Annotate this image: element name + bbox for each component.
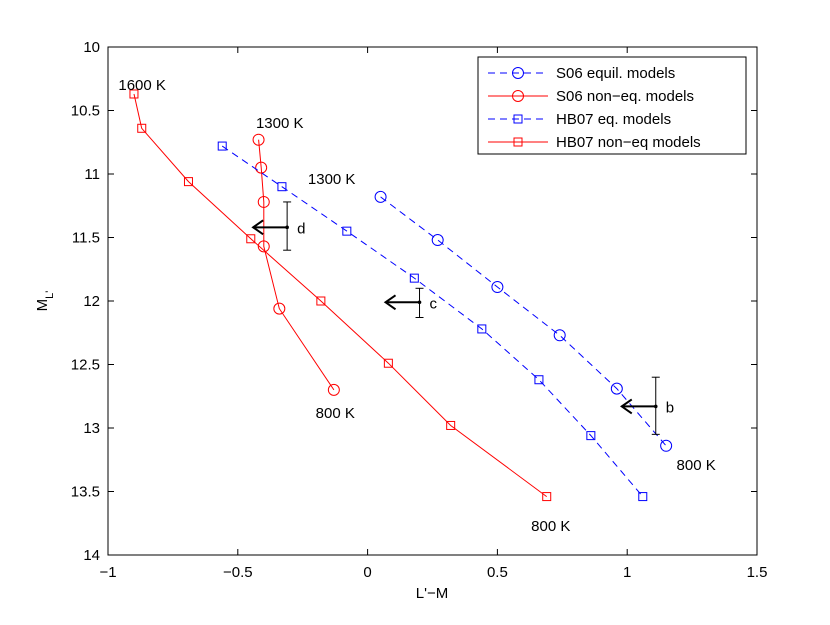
series-point — [431, 234, 444, 247]
x-tick-label: 1 — [623, 564, 631, 581]
series-point — [534, 375, 544, 385]
legend: S06 equil. models S06 non−eq. models HB07 … — [477, 56, 747, 155]
series-layer — [129, 89, 673, 502]
upper-limit-arrow-head — [251, 219, 264, 236]
y-axis-title-main: M — [34, 299, 51, 312]
data-point-b: b — [620, 376, 674, 435]
y-axis: 10 10.5 11 11.5 12 12.5 13 13.5 14 — [71, 39, 757, 564]
series-point — [137, 123, 147, 133]
y-tick-label: 10 — [83, 39, 100, 56]
y-tick-label: 13 — [83, 420, 100, 437]
series-4 — [129, 89, 552, 502]
series-line — [221, 145, 644, 497]
data-point-label: b — [666, 399, 674, 416]
series-point — [542, 492, 552, 502]
annotations-layer: 1600 K 1300 K 1300 K 800 K 800 K 800 K — [118, 77, 715, 535]
series-point — [586, 431, 596, 441]
legend-marker — [513, 137, 523, 147]
series-point — [374, 190, 387, 203]
legend-label: S06 non−eq. models — [556, 88, 694, 105]
series-point — [409, 273, 419, 283]
upper-limit-arrow-head — [620, 398, 633, 415]
x-axis-title: L'−M — [416, 585, 448, 602]
svg-text:ML': ML' — [34, 291, 56, 312]
y-axis-title-sub: L' — [44, 291, 56, 299]
temperature-annotation: 800 K — [531, 518, 570, 535]
series-point — [257, 240, 270, 253]
series-point — [660, 439, 673, 452]
series-point — [273, 302, 286, 315]
temperature-annotation: 800 K — [677, 457, 716, 474]
y-tick-label: 11.5 — [72, 230, 100, 247]
y-tick-label: 12 — [83, 293, 100, 310]
y-tick-label: 10.5 — [71, 103, 100, 120]
series-point — [255, 161, 268, 174]
series-line — [133, 93, 547, 498]
x-tick-label: 1.5 — [747, 564, 768, 581]
legend-label: S06 equil. models — [556, 65, 675, 82]
data-point-c: c — [383, 287, 438, 319]
upper-limit-arrow-head — [383, 294, 397, 311]
legend-marker — [512, 67, 524, 79]
series-point — [477, 324, 487, 334]
legend-marker — [513, 114, 523, 124]
y-tick-label: 14 — [83, 547, 100, 564]
legend-label: HB07 eq. models — [556, 111, 671, 128]
legend-entry-4: HB07 non−eq models — [488, 134, 701, 151]
series-point — [383, 358, 393, 368]
legend-entry-3: HB07 eq. models — [488, 111, 671, 128]
series-point — [257, 195, 270, 208]
data-points-layer: d c b — [251, 201, 674, 435]
series-point — [342, 226, 352, 236]
series-point — [327, 383, 340, 396]
x-tick-label: −1 — [99, 564, 116, 581]
series-point — [446, 420, 456, 430]
series-1 — [374, 190, 673, 452]
series-point — [246, 234, 256, 244]
x-tick-label: 0.5 — [487, 564, 508, 581]
data-point-label: c — [430, 295, 438, 312]
series-point — [553, 329, 566, 342]
y-axis-title: ML' — [34, 291, 56, 312]
data-point-marker — [285, 225, 289, 230]
series-point — [183, 177, 193, 187]
x-tick-label: −0.5 — [223, 564, 253, 581]
series-point — [610, 382, 623, 395]
series-point — [252, 133, 265, 146]
series-point — [129, 89, 139, 99]
legend-marker — [512, 90, 524, 102]
x-axis: −1 −0.5 0 0.5 1 1.5 — [99, 47, 767, 581]
legend-label: HB07 non−eq models — [556, 134, 701, 151]
series-point — [217, 141, 227, 151]
y-tick-label: 12.5 — [71, 357, 100, 374]
series-point — [491, 281, 504, 294]
y-tick-label: 11 — [84, 166, 100, 183]
data-point-d: d — [251, 201, 305, 251]
x-tick-label: 0 — [363, 564, 371, 581]
data-point-label: d — [297, 220, 305, 237]
series-line — [258, 139, 335, 391]
series-2 — [252, 133, 340, 396]
temperature-annotation: 1600 K — [118, 77, 166, 94]
temperature-annotation: 800 K — [316, 405, 355, 422]
series-point — [638, 492, 648, 502]
temperature-annotation: 1300 K — [256, 115, 304, 132]
data-point-marker — [653, 404, 658, 409]
series-3 — [217, 141, 648, 502]
y-tick-label: 13.5 — [71, 484, 100, 501]
legend-box — [477, 56, 747, 155]
legend-entry-1: S06 equil. models — [488, 65, 675, 82]
series-point — [277, 182, 287, 192]
legend-entry-2: S06 non−eq. models — [488, 88, 694, 105]
series-line — [380, 196, 667, 447]
series-point — [316, 296, 326, 306]
temperature-annotation: 1300 K — [308, 171, 356, 188]
data-point-marker — [417, 300, 422, 305]
